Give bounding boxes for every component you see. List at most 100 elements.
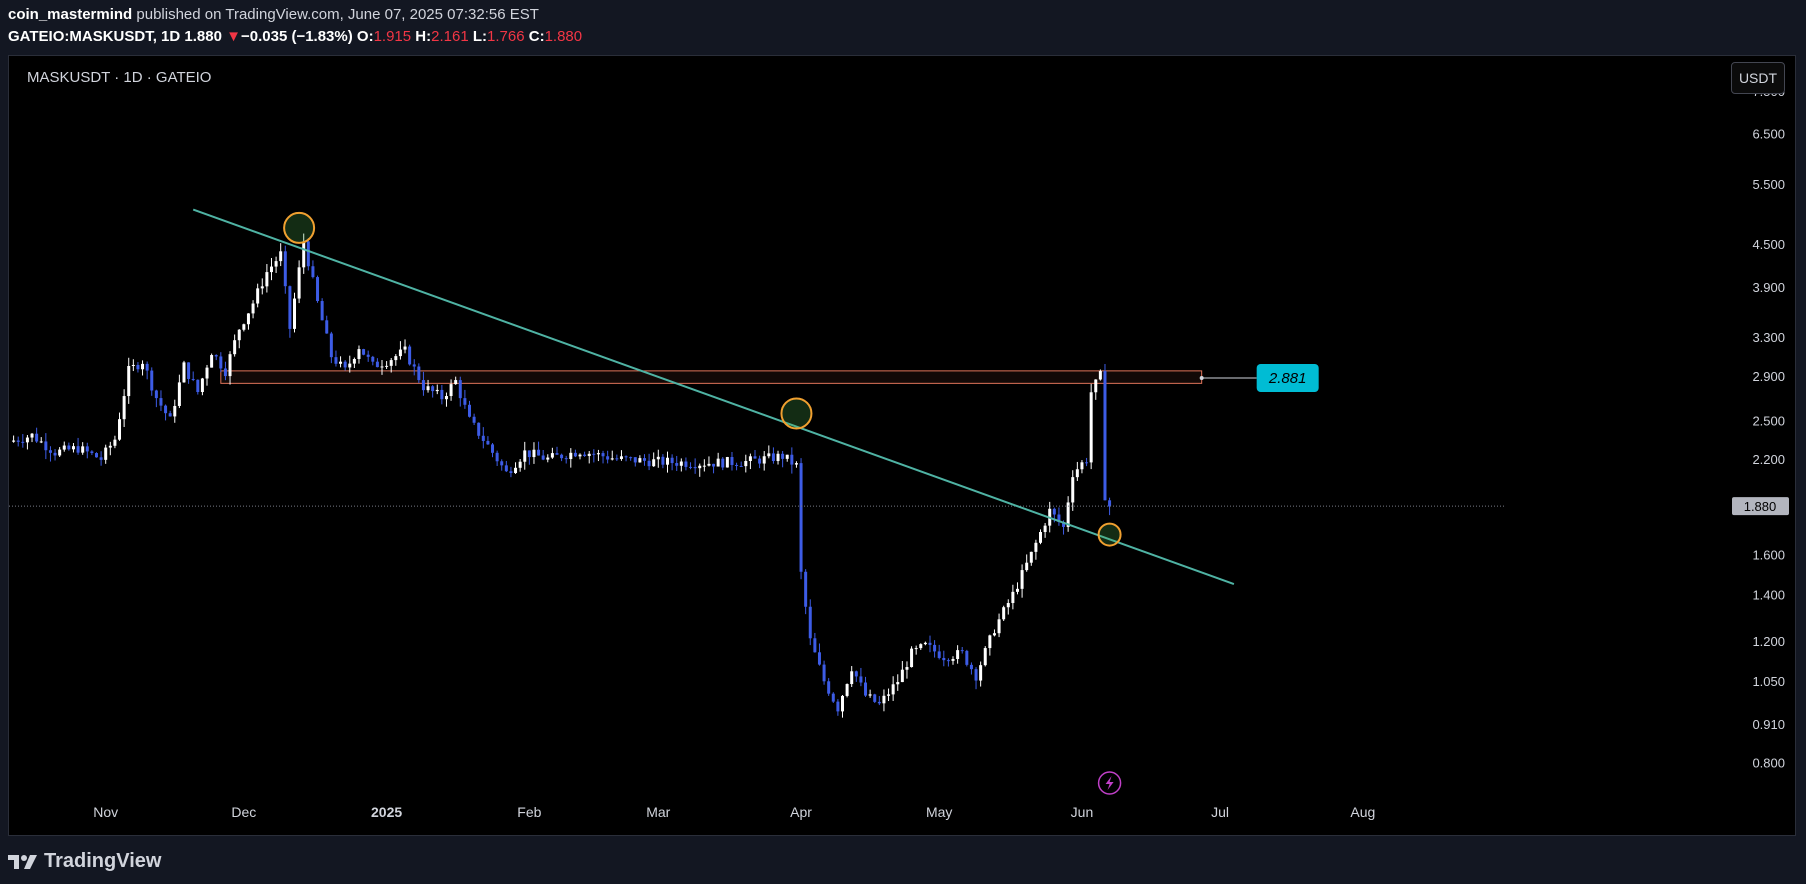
candle-body: [573, 452, 577, 457]
candle-body: [624, 456, 628, 458]
candle-body: [265, 272, 269, 287]
candle-body: [638, 458, 642, 463]
candle-body: [389, 360, 393, 366]
candle-body: [62, 445, 66, 450]
candle-body: [808, 606, 812, 639]
candle-body: [698, 465, 702, 469]
candle-body: [882, 695, 886, 704]
candle-body: [293, 298, 297, 329]
tradingview-logo[interactable]: TradingView: [8, 850, 161, 873]
candle-body: [1052, 508, 1056, 515]
candle-body: [647, 460, 651, 467]
candle-body: [840, 695, 844, 712]
candle-body: [136, 364, 140, 370]
candle-body: [928, 642, 932, 645]
candle-body: [606, 456, 610, 460]
candle-body: [836, 701, 840, 712]
y-tick-label: 1.200: [1752, 634, 1785, 649]
publish-info: coin_mastermind published on TradingView…: [8, 6, 539, 23]
y-tick-label: 6.500: [1752, 127, 1785, 142]
candle-body: [463, 398, 467, 405]
candle-body: [269, 266, 273, 273]
candle-body: [730, 457, 734, 465]
candle-body: [541, 455, 545, 460]
candle-body: [118, 419, 122, 440]
candle-body: [615, 458, 619, 460]
candle-body: [988, 635, 992, 649]
author-name[interactable]: coin_mastermind: [8, 6, 133, 23]
candle-body: [486, 440, 490, 445]
candle-body: [237, 329, 241, 341]
candle-body: [532, 449, 536, 458]
candle-body: [587, 453, 591, 456]
candle-body: [334, 357, 338, 364]
candle-body: [1066, 502, 1070, 527]
candle-body: [684, 461, 688, 467]
chart-symbol-label: MASKUSDT · 1D · GATEIO: [27, 69, 212, 86]
candle-body: [1020, 570, 1024, 589]
candle-body: [417, 366, 421, 381]
candle-body: [320, 301, 324, 321]
open-label: O:: [356, 28, 374, 45]
y-tick-label: 1.050: [1752, 674, 1785, 689]
candle-body: [716, 458, 720, 467]
candle-body: [311, 266, 315, 278]
candle-body: [629, 457, 633, 459]
candle-body: [421, 380, 425, 391]
candle-body: [223, 368, 227, 377]
candle-body: [914, 648, 918, 650]
candle-body: [712, 463, 716, 467]
last-price: 1.880: [184, 28, 222, 45]
candle-body: [873, 694, 877, 702]
candle-body: [12, 440, 16, 442]
candle-body: [642, 458, 646, 461]
candle-body: [992, 633, 996, 636]
candle-body: [297, 267, 301, 299]
candle-body: [394, 356, 398, 361]
price-chart[interactable]: 2.8817.5006.5005.5004.5003.9003.3002.900…: [9, 56, 1795, 835]
currency-unit-button[interactable]: USDT: [1731, 62, 1785, 94]
candle-body: [467, 404, 471, 417]
candle-body: [859, 676, 863, 683]
candle-body: [969, 664, 973, 670]
candle-body: [790, 454, 794, 465]
candle-body: [39, 441, 43, 443]
candle-body: [670, 457, 674, 464]
candle-body: [398, 349, 402, 357]
candle-body: [721, 458, 725, 468]
ohlc-line: GATEIO:MASKUSDT, 1D 1.880 ▼−0.035 (−1.83…: [8, 28, 582, 45]
close-label: C:: [528, 28, 545, 45]
candle-body: [371, 356, 375, 362]
candle-body: [767, 453, 771, 457]
candle-body: [122, 396, 126, 420]
candle-body: [210, 355, 214, 368]
candle-body: [426, 386, 430, 391]
candle-body: [827, 681, 831, 694]
candle-body: [472, 416, 476, 423]
candle-body: [804, 571, 808, 607]
candle-body: [656, 456, 660, 460]
candle-body: [329, 333, 333, 358]
candle-body: [965, 650, 969, 665]
candle-body: [564, 458, 568, 460]
candle-body: [822, 664, 826, 682]
candle-body: [44, 441, 48, 451]
candle-body: [495, 452, 499, 462]
chart-panel[interactable]: 2.8817.5006.5005.5004.5003.9003.3002.900…: [8, 55, 1796, 836]
candle-body: [145, 363, 149, 371]
candle-body: [509, 471, 513, 474]
y-tick-label: 0.800: [1752, 756, 1785, 771]
candle-body: [191, 378, 195, 380]
y-tick-label: 1.400: [1752, 588, 1785, 603]
candle-body: [30, 433, 34, 438]
highlight-circle: [780, 397, 813, 430]
candle-body: [94, 453, 98, 458]
candle-body: [1103, 371, 1107, 501]
candle-body: [81, 446, 85, 453]
down-triangle-icon: ▼: [226, 28, 241, 45]
candle-body: [1039, 532, 1043, 543]
candle-body: [449, 384, 453, 397]
candle-body: [279, 251, 283, 262]
candle-body: [127, 365, 131, 397]
candle-body: [896, 682, 900, 685]
